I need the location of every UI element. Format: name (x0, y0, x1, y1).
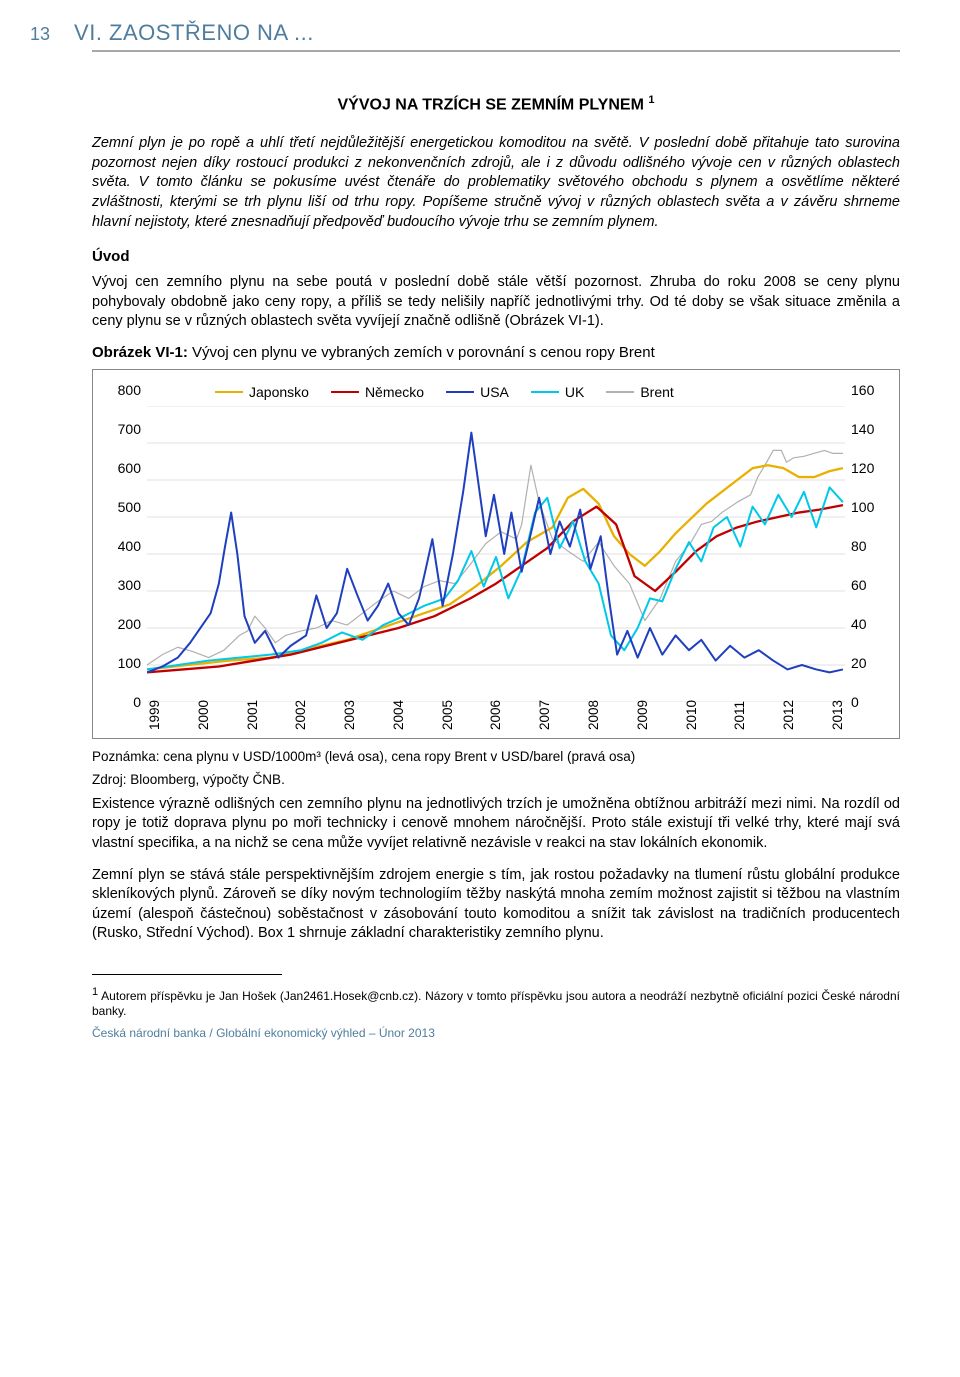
legend-label: Brent (640, 384, 673, 400)
y-left-tick: 600 (105, 460, 141, 476)
footnote: 1 Autorem příspěvku je Jan Hošek (Jan246… (92, 985, 900, 1020)
y-axis-left: 800 700 600 500 400 300 200 100 0 (105, 382, 141, 710)
y-left-tick: 200 (105, 616, 141, 632)
title-text: VÝVOJ NA TRZÍCH SE ZEMNÍM PLYNEM (338, 96, 644, 113)
title-footnote-ref: 1 (648, 94, 654, 106)
page-number: 13 (30, 24, 50, 45)
y-right-tick: 0 (851, 694, 887, 710)
y-left-tick: 700 (105, 421, 141, 437)
x-tick: 2004 (391, 700, 406, 730)
intro-paragraph: Vývoj cen zemního plynu na sebe poutá v … (92, 273, 900, 332)
y-right-tick: 60 (851, 577, 887, 593)
legend-item: Brent (606, 384, 673, 400)
x-tick: 2012 (781, 700, 796, 730)
x-tick: 2001 (245, 700, 260, 730)
x-tick: 2003 (342, 700, 357, 730)
y-right-tick: 80 (851, 538, 887, 554)
legend-item: Japonsko (215, 384, 309, 400)
y-right-tick: 100 (851, 499, 887, 515)
article-title: VÝVOJ NA TRZÍCH SE ZEMNÍM PLYNEM 1 (92, 94, 900, 114)
y-left-tick: 400 (105, 538, 141, 554)
x-tick: 2010 (684, 700, 699, 730)
y-left-tick: 800 (105, 382, 141, 398)
y-right-tick: 20 (851, 655, 887, 671)
x-tick: 2006 (488, 700, 503, 730)
legend-item: USA (446, 384, 509, 400)
header-rule (92, 50, 900, 52)
figure-label-rest: Vývoj cen plynu ve vybraných zemích v po… (188, 344, 655, 361)
footnote-rule (92, 974, 282, 975)
y-right-tick: 120 (851, 460, 887, 476)
x-tick: 2008 (586, 700, 601, 730)
chart-legend: Japonsko Německo USA UK Brent (215, 384, 674, 400)
legend-swatch (331, 391, 359, 394)
legend-label: UK (565, 384, 584, 400)
legend-swatch (606, 391, 634, 394)
page-footer: Česká národní banka / Globální ekonomick… (92, 1026, 900, 1040)
y-left-tick: 0 (105, 694, 141, 710)
figure-note: Poznámka: cena plynu v USD/1000m³ (levá … (92, 749, 900, 764)
x-tick: 2005 (440, 700, 455, 730)
legend-label: Japonsko (249, 384, 309, 400)
legend-label: Německo (365, 384, 424, 400)
body-paragraph-1: Existence výrazně odlišných cen zemního … (92, 795, 900, 854)
y-axis-right: 160 140 120 100 80 60 40 20 0 (851, 382, 887, 710)
figure-label-bold: Obrázek VI-1: (92, 344, 188, 361)
legend-swatch (531, 391, 559, 394)
x-tick: 2000 (196, 700, 211, 730)
y-left-tick: 500 (105, 499, 141, 515)
x-tick: 2013 (830, 700, 845, 730)
legend-item: UK (531, 384, 584, 400)
y-right-tick: 140 (851, 421, 887, 437)
y-right-tick: 40 (851, 616, 887, 632)
legend-item: Německo (331, 384, 424, 400)
section-header: VI. ZAOSTŘENO NA ... (74, 20, 314, 46)
y-left-tick: 300 (105, 577, 141, 593)
legend-swatch (215, 391, 243, 394)
figure-source: Zdroj: Bloomberg, výpočty ČNB. (92, 772, 900, 787)
intro-heading: Úvod (92, 248, 900, 265)
figure-caption: Obrázek VI-1: Vývoj cen plynu ve vybraný… (92, 344, 900, 361)
x-tick: 2011 (732, 700, 747, 730)
footnote-text: Autorem příspěvku je Jan Hošek (Jan2461.… (92, 989, 900, 1019)
y-right-tick: 160 (851, 382, 887, 398)
chart-plot-area (147, 406, 845, 702)
legend-label: USA (480, 384, 509, 400)
chart-container: JaponskoNěmeckoUSAUKBrent 80070060050040… (92, 369, 900, 739)
x-tick: 2009 (635, 700, 650, 730)
y-left-tick: 100 (105, 655, 141, 671)
legend-swatch (446, 391, 474, 394)
x-tick: 1999 (147, 700, 162, 730)
x-tick: 2007 (537, 700, 552, 730)
x-axis: 1999 2000 2001 2002 2003 2004 2005 2006 2007 2008… (147, 700, 845, 730)
body-paragraph-2: Zemní plyn se stává stále perspektivnějš… (92, 866, 900, 944)
x-tick: 2002 (293, 700, 308, 730)
abstract: Zemní plyn je po ropě a uhlí třetí nejdů… (92, 134, 900, 232)
